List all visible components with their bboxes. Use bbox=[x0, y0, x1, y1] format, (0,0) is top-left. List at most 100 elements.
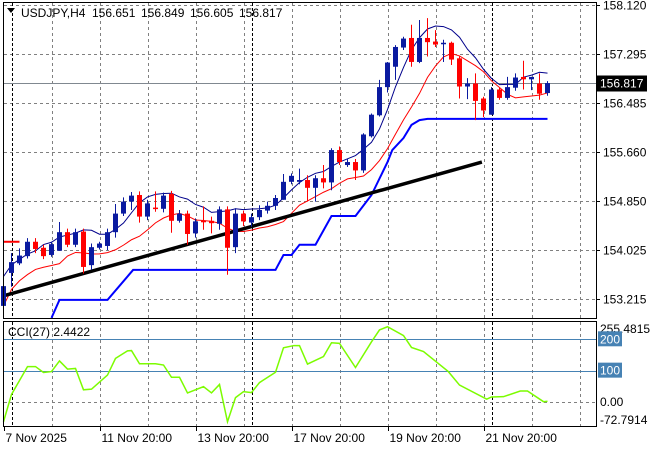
bearish-candle bbox=[185, 210, 190, 245]
bullish-candle bbox=[57, 221, 62, 251]
candle-body bbox=[297, 180, 302, 182]
bullish-candle bbox=[441, 39, 446, 62]
time-tick-label: 21 Nov 20:00 bbox=[486, 431, 558, 445]
candle-body bbox=[513, 77, 518, 88]
current-price-box bbox=[597, 75, 647, 92]
bullish-candle bbox=[9, 253, 14, 287]
cci-panel-frame bbox=[3, 321, 597, 427]
candle-body bbox=[201, 220, 206, 223]
bullish-candle bbox=[105, 228, 110, 251]
bullish-candle bbox=[417, 19, 422, 64]
price-tick-label: 154.025 bbox=[603, 244, 647, 258]
candle-body bbox=[33, 241, 38, 249]
bearish-candle bbox=[209, 216, 214, 234]
candle-body bbox=[145, 203, 150, 217]
bullish-candle bbox=[489, 87, 494, 115]
candle-body bbox=[217, 209, 222, 224]
bullish-candle bbox=[505, 76, 510, 100]
bullish-candle bbox=[289, 173, 294, 185]
candle-body bbox=[377, 87, 382, 116]
main-panel-frame bbox=[3, 2, 597, 319]
dropdown-triangle-icon[interactable] bbox=[7, 8, 15, 13]
bullish-candle bbox=[145, 199, 150, 221]
price-tick-label: 156.485 bbox=[603, 97, 647, 111]
candle-body bbox=[185, 213, 190, 234]
indicators bbox=[3, 25, 548, 319]
candle-body bbox=[177, 213, 182, 221]
candle-body bbox=[417, 37, 422, 62]
price-tick-label: 158.120 bbox=[603, 0, 647, 13]
candle-body bbox=[25, 241, 30, 257]
bearish-candle bbox=[305, 175, 310, 202]
bullish-candle bbox=[249, 213, 254, 227]
candle-body bbox=[169, 193, 174, 221]
candle-body bbox=[65, 232, 70, 245]
candle-body bbox=[129, 195, 134, 202]
bullish-candle bbox=[393, 45, 398, 80]
bullish-candle bbox=[361, 133, 366, 173]
candles bbox=[1, 18, 550, 311]
candle-body bbox=[49, 244, 54, 255]
bearish-candle bbox=[433, 30, 438, 47]
candle-body bbox=[481, 98, 486, 111]
bearish-candle bbox=[201, 206, 206, 230]
bullish-candle bbox=[401, 36, 406, 50]
bearish-candle bbox=[449, 41, 454, 65]
bearish-candle bbox=[225, 206, 230, 275]
candle-body bbox=[529, 76, 534, 80]
candle-body bbox=[385, 62, 390, 88]
candle-body bbox=[73, 232, 78, 245]
candle-body bbox=[281, 181, 286, 200]
bullish-candle bbox=[17, 248, 22, 266]
bearish-candle bbox=[337, 146, 342, 166]
bearish-candle bbox=[65, 228, 70, 248]
bullish-candle bbox=[377, 79, 382, 117]
candle-body bbox=[257, 209, 262, 218]
cci-axis-label: 100 bbox=[600, 364, 620, 378]
bullish-candle bbox=[257, 205, 262, 221]
bearish-candle bbox=[33, 238, 38, 254]
cci-label: CCI(27) 2.4422 bbox=[8, 325, 90, 339]
candle-body bbox=[241, 213, 246, 222]
bearish-candle bbox=[81, 228, 86, 274]
bearish-candle bbox=[137, 191, 142, 223]
candle-body bbox=[57, 232, 62, 251]
candle-body bbox=[329, 150, 334, 183]
bullish-candle bbox=[273, 195, 278, 210]
candle-body bbox=[369, 114, 374, 137]
candle-body bbox=[193, 221, 198, 234]
candle-body bbox=[225, 209, 230, 248]
bearish-candle bbox=[241, 210, 246, 227]
candle-body bbox=[521, 76, 526, 80]
candle-body bbox=[361, 134, 366, 171]
candle-body bbox=[289, 175, 294, 182]
bearish-candle bbox=[353, 159, 358, 181]
candle-body bbox=[153, 207, 158, 210]
price-tick-label: 154.850 bbox=[603, 195, 647, 209]
candle-body bbox=[425, 37, 430, 43]
time-tick-label: 13 Nov 20:00 bbox=[198, 431, 270, 445]
ohlc-low: 156.605 bbox=[190, 6, 234, 20]
candle-body bbox=[353, 162, 358, 171]
candle-body bbox=[545, 83, 550, 94]
bullish-candle bbox=[281, 174, 286, 200]
ohlc-high: 156.849 bbox=[141, 6, 185, 20]
candle-body bbox=[449, 42, 454, 60]
ohlc-close: 156.817 bbox=[239, 6, 283, 20]
time-tick-label: 11 Nov 20:00 bbox=[102, 431, 173, 445]
bearish-candle bbox=[481, 96, 486, 118]
candle-body bbox=[441, 42, 446, 45]
bullish-candle bbox=[177, 209, 182, 223]
bullish-candle bbox=[73, 228, 78, 248]
bullish-candle bbox=[545, 81, 550, 96]
bullish-candle bbox=[297, 168, 302, 185]
axes: 158.120 157.295 156.485 155.660 154.850 154.0… bbox=[4, 0, 650, 445]
bullish-candle bbox=[193, 218, 198, 238]
candle-body bbox=[473, 83, 478, 101]
candle-body bbox=[457, 58, 462, 87]
bullish-candle bbox=[513, 73, 518, 91]
lower-moving-average-line bbox=[3, 52, 548, 307]
bullish-candle bbox=[529, 76, 534, 91]
candle-body bbox=[337, 150, 342, 163]
bearish-candle bbox=[153, 191, 158, 212]
